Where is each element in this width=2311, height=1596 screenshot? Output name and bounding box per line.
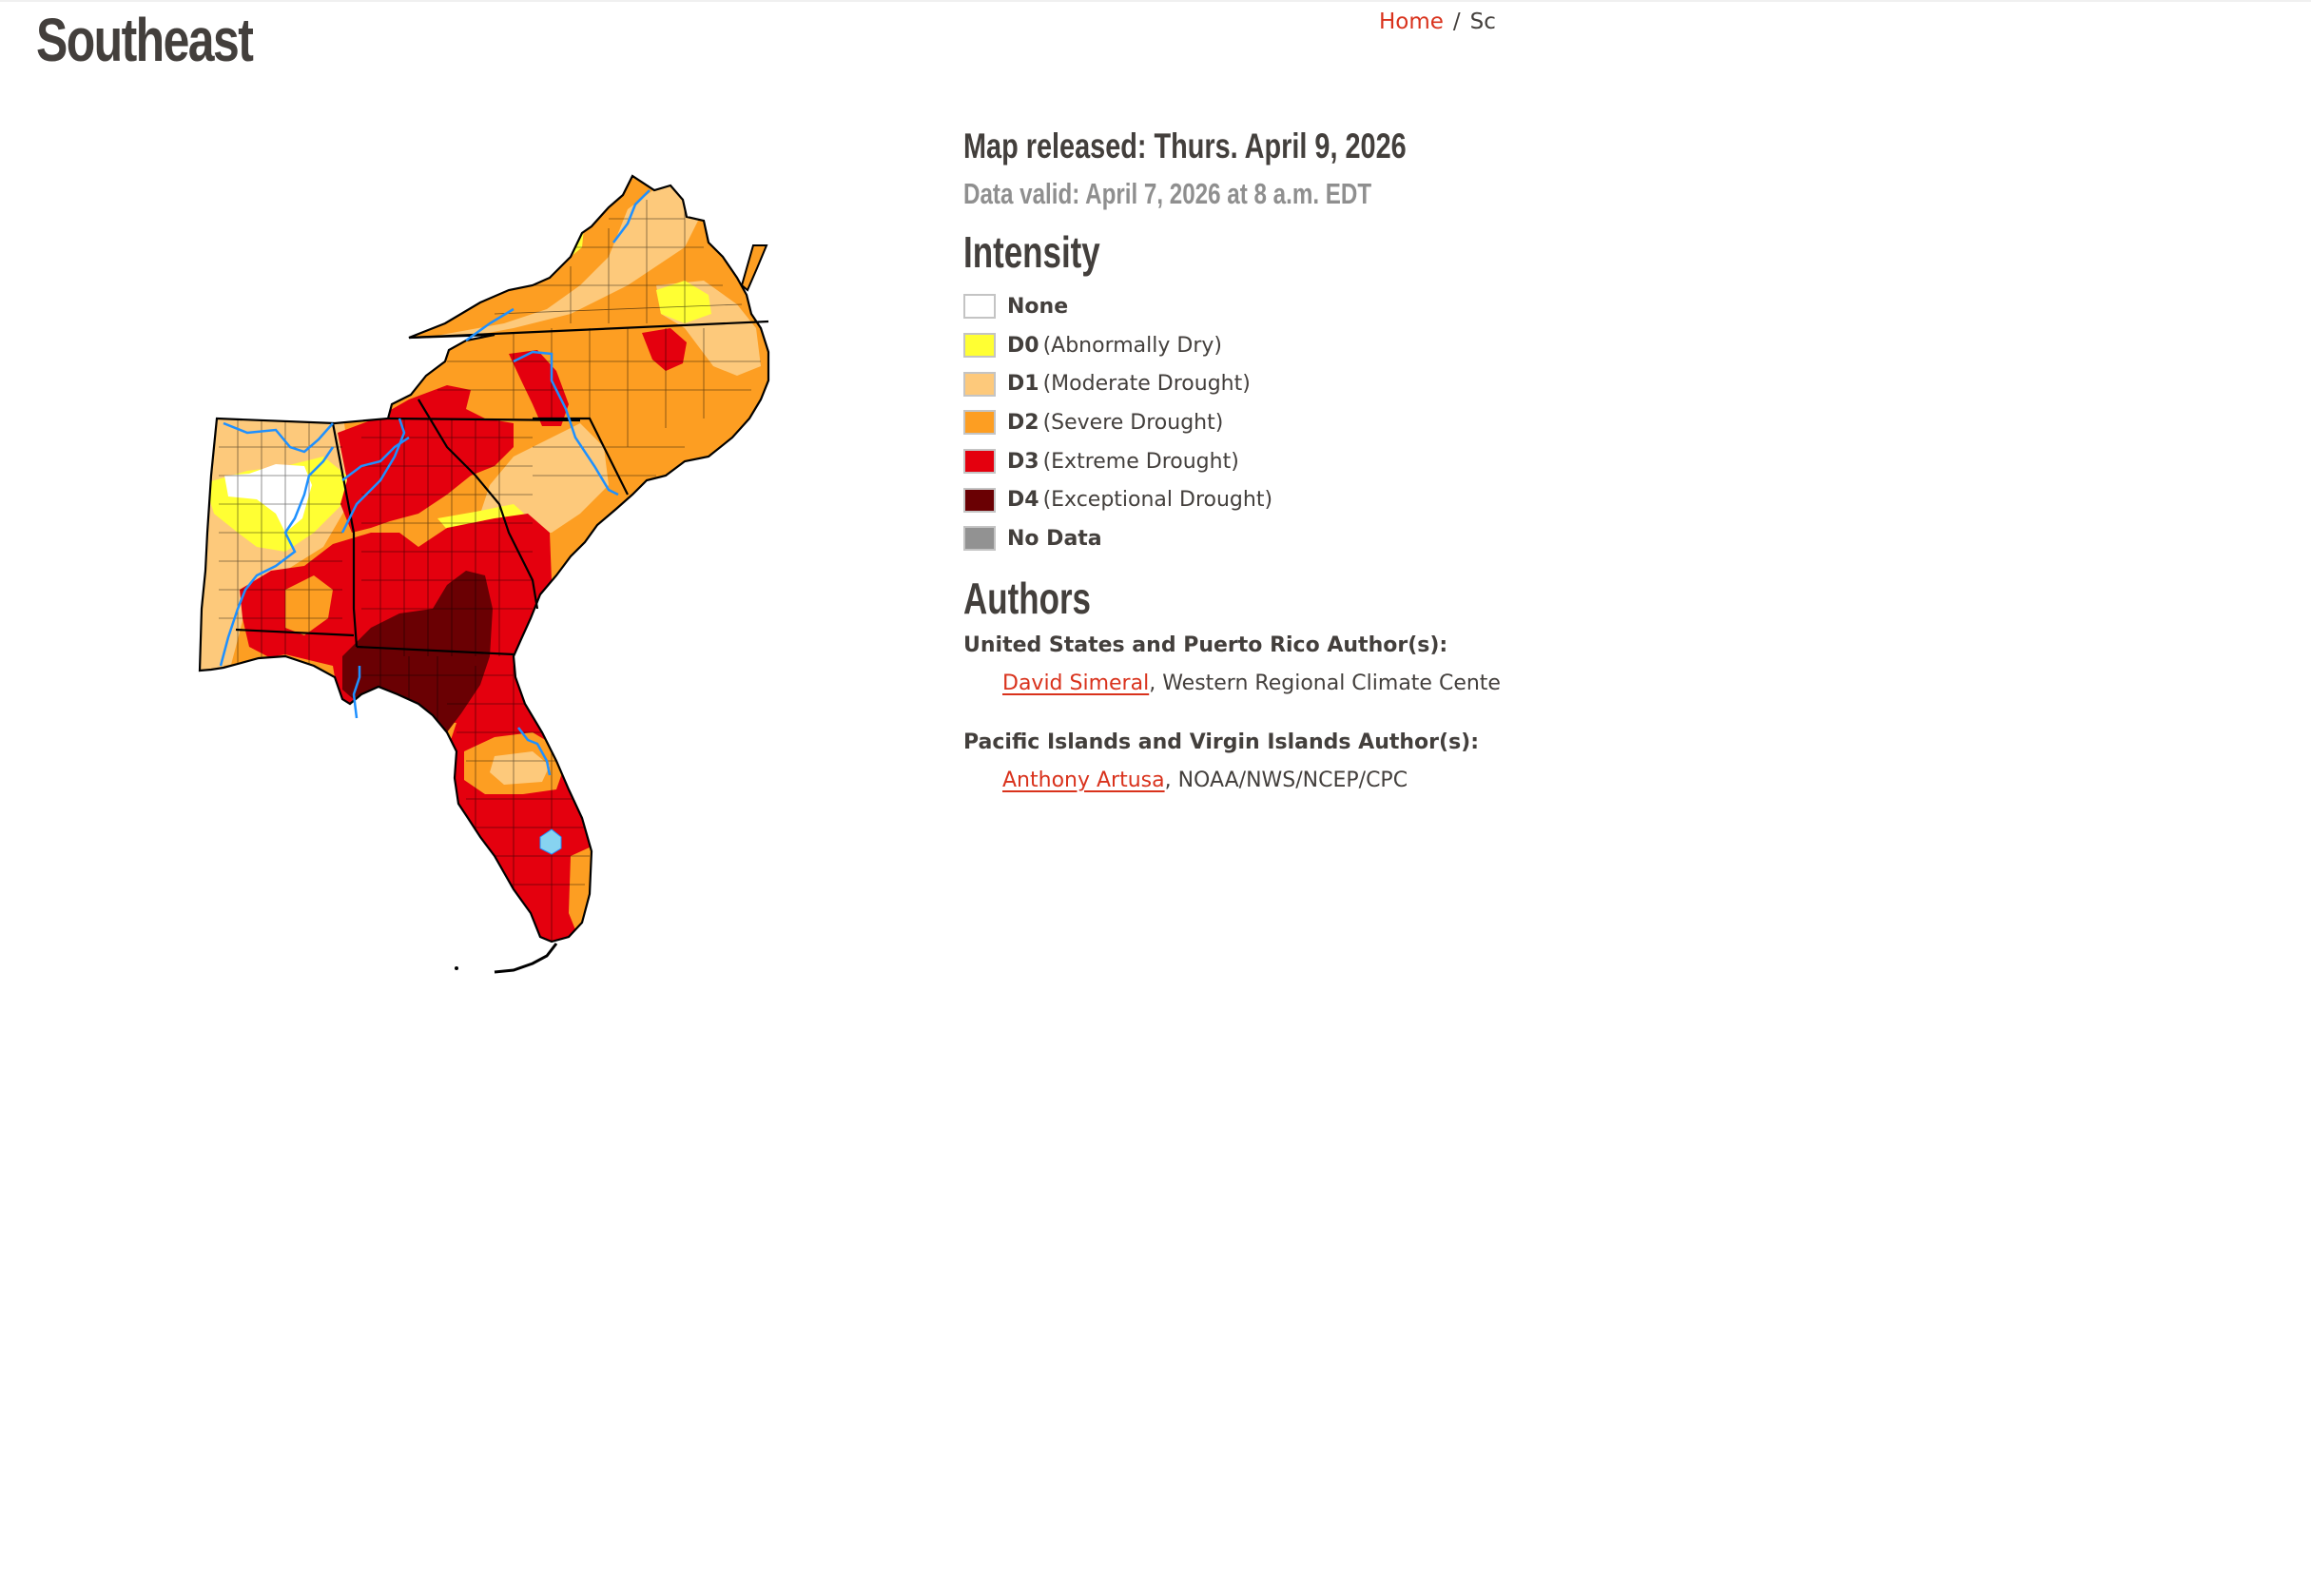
- authors-heading: Authors: [963, 574, 1092, 623]
- legend-label: D1: [1007, 372, 1039, 397]
- drought-map: [181, 162, 808, 999]
- breadcrumb-separator: /: [1452, 10, 1461, 34]
- author-affiliation: , Western Regional Climate Cente: [1149, 671, 1501, 695]
- swatch-d2: [963, 410, 996, 436]
- legend-item-none: None: [963, 287, 1272, 326]
- breadcrumb-home-link[interactable]: Home: [1379, 10, 1444, 34]
- legend-label: D0: [1007, 333, 1039, 358]
- legend-label: No Data: [1007, 526, 1102, 551]
- intensity-heading: Intensity: [963, 227, 1100, 277]
- map-info-panel: Map released: Thurs. April 9, 2026 Data …: [963, 122, 2311, 792]
- swatch-none: [963, 294, 996, 320]
- us-author-entry: David Simeral, Western Regional Climate …: [1002, 671, 1501, 695]
- swatch-d4: [963, 487, 996, 513]
- author-link-anthony-artusa[interactable]: Anthony Artusa: [1002, 769, 1165, 792]
- map-released-date: Map released: Thurs. April 9, 2026: [963, 127, 1407, 165]
- legend-label: None: [1007, 294, 1069, 319]
- legend-desc: (Abnormally Dry): [1042, 333, 1222, 358]
- legend-label: D2: [1007, 410, 1039, 435]
- us-authors-label: United States and Puerto Rico Author(s):: [963, 633, 1448, 657]
- legend-label: D3: [1007, 449, 1039, 474]
- page-title: Southeast: [36, 6, 254, 74]
- legend-item-no-data: No Data: [963, 519, 1272, 558]
- top-border: [0, 0, 2311, 2]
- pacific-author-entry: Anthony Artusa, NOAA/NWS/NCEP/CPC: [1002, 769, 1408, 792]
- lake-okeechobee: [539, 828, 562, 855]
- county-lines: [219, 200, 761, 942]
- swatch-d3: [963, 449, 996, 475]
- intensity-legend: None D0 (Abnormally Dry) D1 (Moderate Dr…: [963, 287, 1272, 558]
- swatch-no-data: [963, 526, 996, 552]
- author-affiliation: , NOAA/NWS/NCEP/CPC: [1164, 769, 1408, 792]
- legend-item-d0: D0 (Abnormally Dry): [963, 326, 1272, 365]
- breadcrumb-current: Sc: [1469, 10, 1496, 34]
- rivers: [219, 189, 651, 776]
- legend-desc: (Exceptional Drought): [1042, 488, 1273, 513]
- legend-desc: (Extreme Drought): [1042, 449, 1239, 474]
- legend-label: D4: [1007, 488, 1039, 513]
- legend-desc: (Moderate Drought): [1042, 372, 1251, 397]
- legend-item-d3: D3 (Extreme Drought): [963, 442, 1272, 481]
- swatch-d1: [963, 371, 996, 397]
- legend-desc: (Severe Drought): [1042, 410, 1224, 435]
- author-link-david-simeral[interactable]: David Simeral: [1002, 671, 1150, 695]
- legend-item-d1: D1 (Moderate Drought): [963, 364, 1272, 403]
- data-valid-date: Data valid: April 7, 2026 at 8 a.m. EDT: [963, 177, 1372, 210]
- breadcrumb: Home / Sc: [1379, 6, 1496, 38]
- swatch-d0: [963, 333, 996, 359]
- pacific-authors-label: Pacific Islands and Virgin Islands Autho…: [963, 730, 1480, 754]
- legend-item-d4: D4 (Exceptional Drought): [963, 480, 1272, 519]
- legend-item-d2: D2 (Severe Drought): [963, 403, 1272, 442]
- delmarva: [740, 244, 768, 292]
- florida-keys: [494, 943, 558, 974]
